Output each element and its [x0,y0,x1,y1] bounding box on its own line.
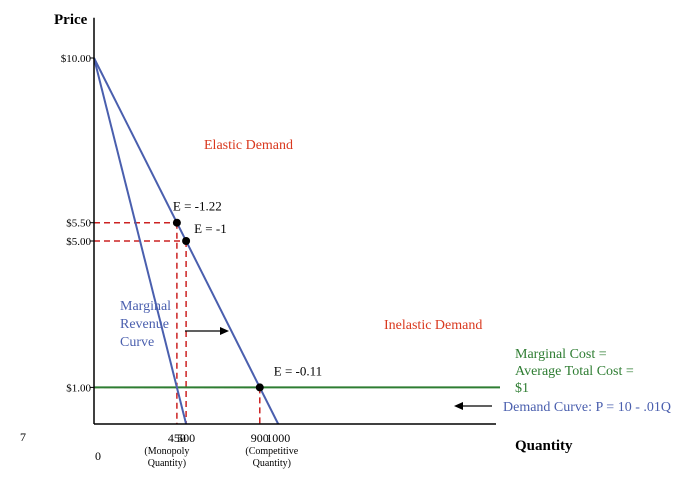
x-tick-sublabel-2-0: (Competitive [245,446,298,457]
x-axis-label: Quantity [515,438,573,454]
elasticity-point-0 [172,218,181,227]
mr-label-line-1: Marginal [120,299,171,314]
elasticity-points: E = -1.22 E = -1 E = -0.11 [172,199,322,392]
mr-label-line-3: Curve [120,335,154,350]
x-tick-sublabel-2-1: Quantity) [253,458,291,469]
y-tick-label-1: $5.50 [66,218,91,230]
mc-label: Marginal Cost = Average Total Cost = $1 [515,347,637,396]
mr-arrow [185,327,229,335]
mr-label-line-2: Revenue [120,317,169,332]
x-tick-label-1: 500 [177,431,195,445]
mc-label-line-2: Average Total Cost = [515,364,634,379]
y-ticks: $10.00 $5.50 $5.00 $1.00 [61,53,94,394]
mc-label-line-3: $1 [515,381,529,396]
mc-label-line-1: Marginal Cost = [515,347,607,362]
x-tick-label-0: 450 [168,431,186,445]
inelastic-demand-label: Inelastic Demand [384,318,482,333]
elasticity-point-2 [255,383,264,392]
x-tick-sublabel-0-0: (Monopoly [144,446,189,457]
elasticity-label-0: E = -1.22 [173,199,222,214]
page-number: 7 [20,430,26,444]
y-tick-label-2: $5.00 [66,236,91,248]
mr-label: Marginal Revenue Curve [120,299,175,350]
demand-curve-label: Demand Curve: P = 10 - .01Q [503,400,671,415]
marginal-revenue-line [93,57,188,425]
x-tick-sublabel-0-1: Quantity) [148,458,186,469]
elasticity-point-1 [182,237,191,245]
x-tick-label-2: 900 [251,431,269,445]
dashed-guides [94,221,261,424]
y-tick-label-0: $10.00 [61,53,92,65]
elasticity-label-2: E = -0.11 [274,363,322,378]
x-origin-label: 0 [95,449,101,463]
demand-arrow [454,402,492,410]
y-axis-label: Price [54,12,88,28]
x-tick-label-3: 1000 [266,431,290,445]
elastic-demand-label: Elastic Demand [204,138,293,153]
y-tick-label-3: $1.00 [66,382,91,394]
elasticity-label-1: E = -1 [194,221,227,236]
